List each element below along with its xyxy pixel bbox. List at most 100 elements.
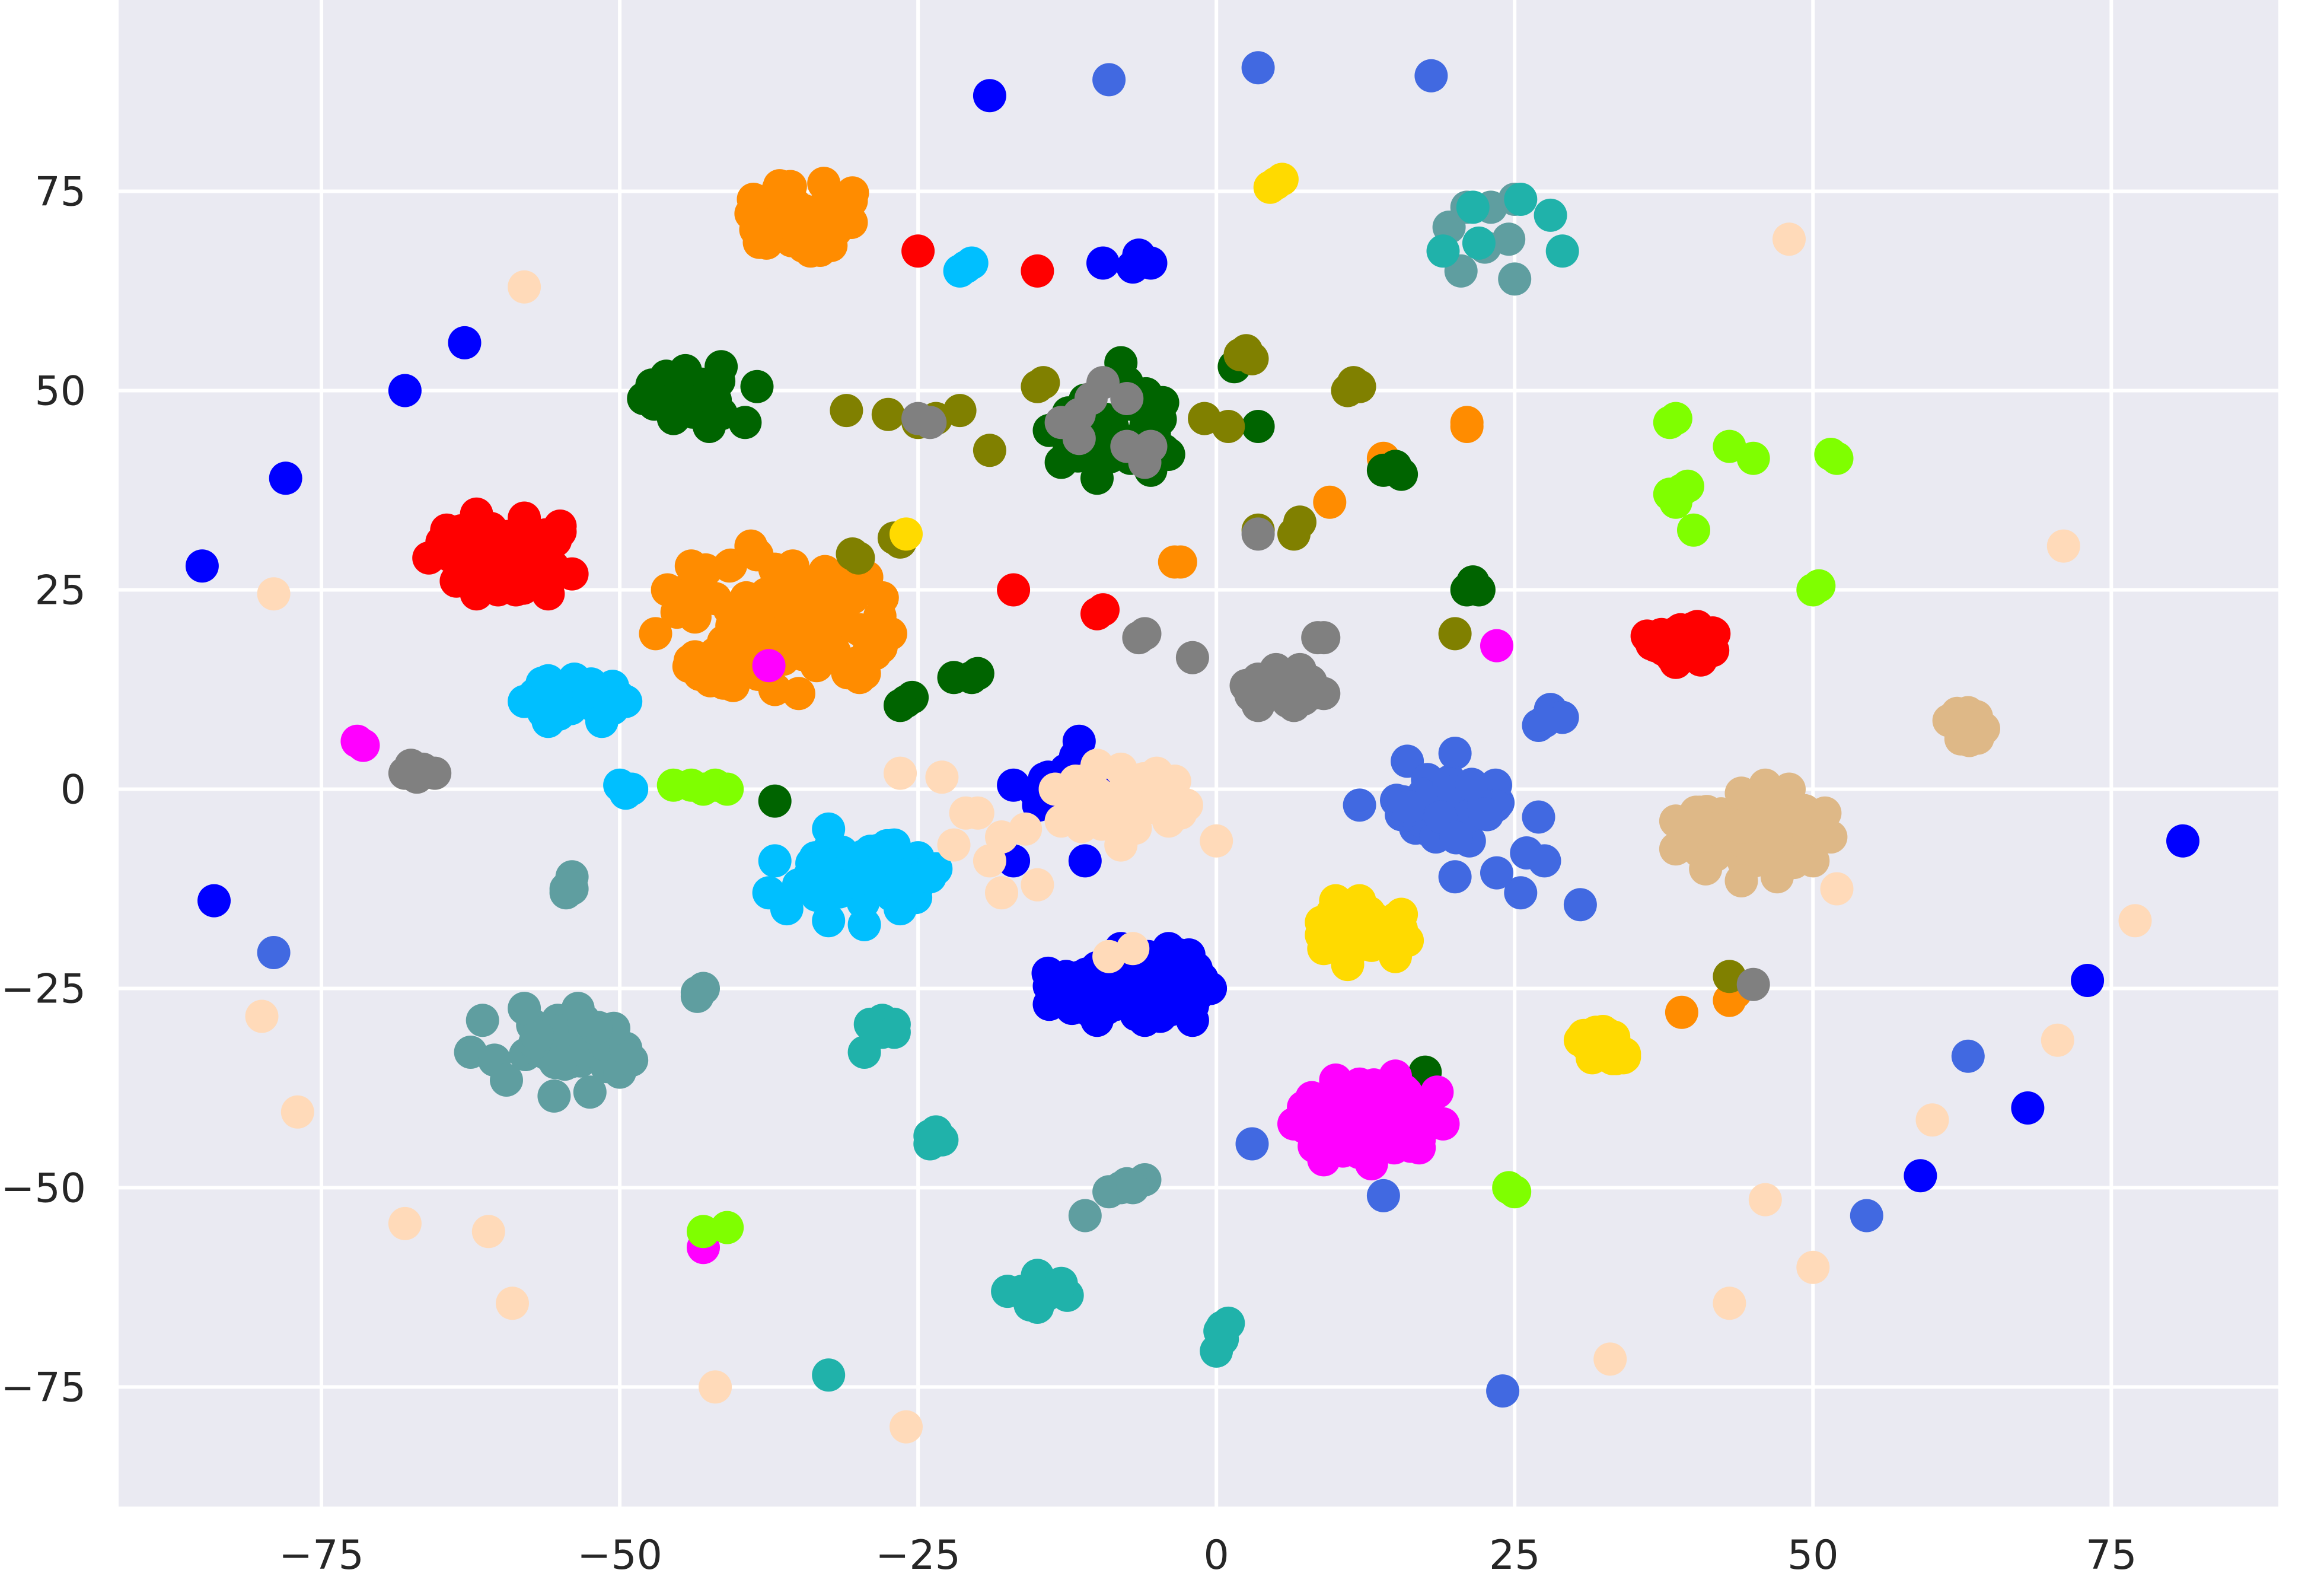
data-point: [807, 612, 841, 645]
data-point: [800, 649, 834, 683]
data-point: [699, 1370, 732, 1404]
x-tick-label: 50: [1787, 1532, 1839, 1579]
data-point: [901, 234, 935, 268]
data-point: [805, 849, 839, 883]
data-point: [1200, 824, 1233, 858]
data-point: [758, 844, 792, 878]
data-point: [430, 513, 464, 547]
x-tick-label: −75: [279, 1532, 364, 1579]
data-point: [1044, 804, 1078, 838]
series-group: [257, 51, 1985, 1408]
data-point: [1724, 864, 1758, 897]
data-point: [1736, 967, 1770, 1001]
data-point: [710, 772, 744, 806]
y-tick-label: −75: [1, 1364, 86, 1411]
data-point: [1366, 1179, 1400, 1212]
data-point: [1796, 844, 1830, 878]
data-point: [1850, 1199, 1883, 1233]
data-point: [1069, 957, 1103, 991]
data-point: [1116, 1171, 1150, 1205]
data-point: [758, 784, 792, 818]
data-point: [1677, 513, 1710, 547]
data-point: [460, 531, 493, 565]
data-point: [674, 549, 708, 583]
data-point: [776, 592, 809, 626]
data-point: [1241, 51, 1275, 85]
series-group: [412, 234, 1731, 679]
series-group: [245, 222, 2152, 1444]
data-point: [782, 868, 815, 902]
data-point: [850, 862, 884, 895]
data-point: [734, 529, 768, 563]
data-point: [1480, 629, 1513, 663]
data-point: [871, 397, 905, 431]
data-point: [1665, 995, 1698, 1029]
data-point: [1032, 988, 1066, 1021]
data-point: [185, 549, 219, 583]
data-point: [1026, 366, 1060, 400]
data-point: [853, 617, 887, 651]
data-point: [1689, 633, 1723, 667]
y-tick-label: 25: [34, 567, 86, 614]
data-point: [884, 865, 917, 899]
data-point: [877, 828, 911, 862]
data-point: [782, 677, 815, 711]
data-point: [1366, 453, 1400, 487]
data-point: [388, 1206, 422, 1240]
data-point: [1110, 382, 1144, 415]
data-point: [710, 1211, 744, 1244]
data-point: [1235, 342, 1269, 375]
data-point: [1307, 677, 1341, 711]
data-point: [991, 1275, 1025, 1308]
data-point: [1229, 668, 1263, 702]
data-point: [1235, 1127, 1269, 1161]
data-point: [1110, 429, 1144, 463]
data-point: [1307, 932, 1341, 966]
data-point: [890, 1410, 923, 1444]
data-point: [925, 760, 959, 794]
data-point: [1259, 652, 1293, 686]
data-point: [834, 184, 868, 218]
data-point: [812, 812, 846, 846]
data-point: [680, 979, 714, 1013]
data-point: [1086, 246, 1120, 280]
data-point: [949, 250, 983, 284]
data-point: [1498, 262, 1532, 296]
data-point: [639, 617, 672, 651]
data-point: [1713, 1287, 1746, 1320]
data-point: [567, 1004, 601, 1037]
data-point: [1796, 1250, 1830, 1284]
data-point: [1563, 888, 1597, 922]
data-point: [678, 600, 712, 634]
data-point: [1021, 254, 1054, 288]
data-point: [890, 517, 923, 551]
data-point: [740, 370, 774, 403]
data-point: [778, 188, 812, 222]
data-point: [1104, 828, 1138, 862]
data-point: [627, 382, 661, 415]
data-point: [1689, 852, 1723, 886]
data-point: [1319, 884, 1353, 918]
x-tick-label: 75: [2086, 1532, 2137, 1579]
data-point: [704, 350, 738, 384]
y-tick-label: 50: [34, 368, 86, 415]
data-point: [884, 756, 917, 790]
data-point: [585, 705, 619, 738]
data-point: [985, 876, 1018, 910]
data-point: [1462, 226, 1496, 260]
data-point: [508, 992, 541, 1026]
series-group: [812, 183, 1579, 1392]
data-point: [1044, 1266, 1078, 1300]
data-point: [555, 872, 589, 906]
data-point: [257, 577, 291, 611]
data-point: [1402, 1131, 1436, 1165]
data-point: [745, 612, 779, 645]
data-point: [668, 354, 702, 387]
series-group: [1659, 696, 2000, 897]
data-point: [812, 904, 846, 938]
data-point: [1760, 860, 1794, 894]
data-point: [1068, 1199, 1102, 1233]
data-point: [2041, 1023, 2074, 1057]
